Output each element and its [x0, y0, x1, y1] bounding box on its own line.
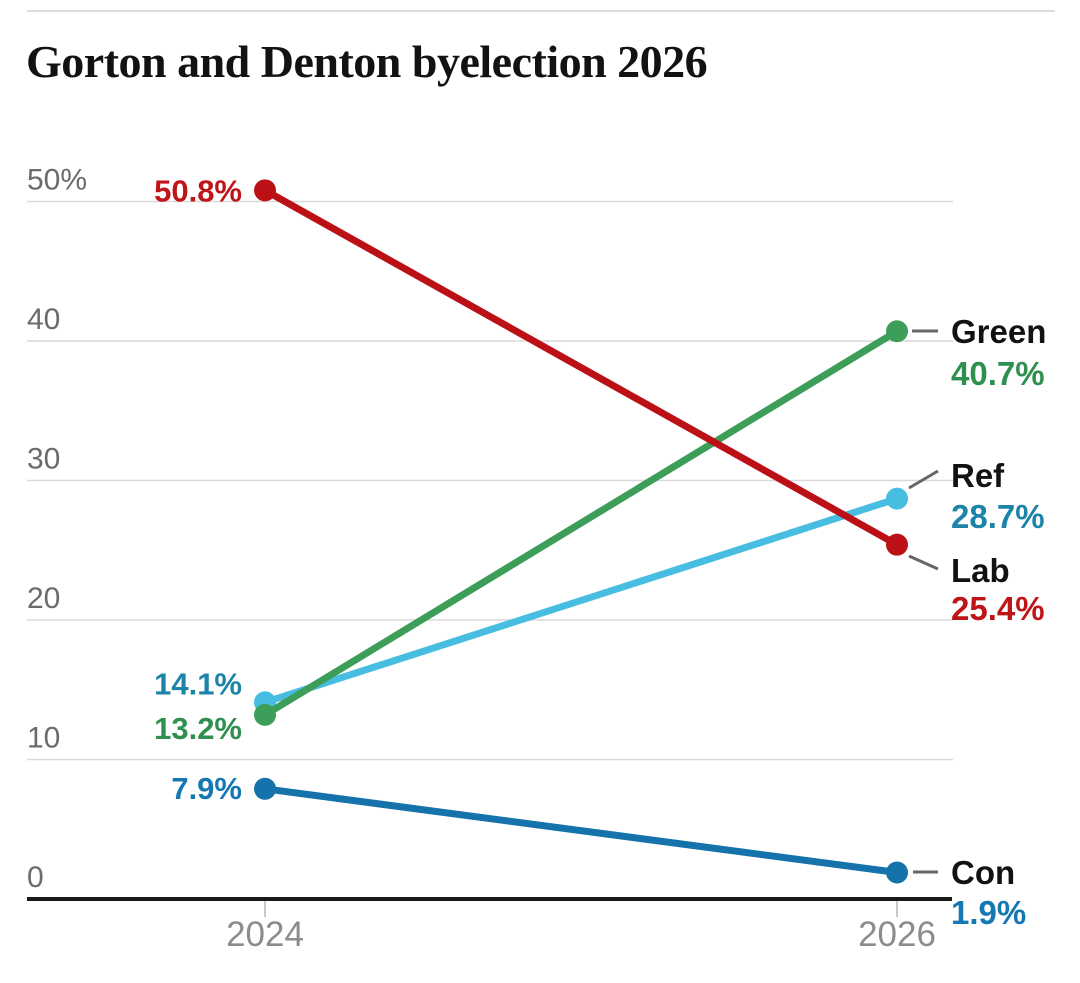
x-tick-label-2026: 2026 [858, 915, 936, 954]
data-point-lab-2026 [886, 533, 908, 556]
y-tick-label-50: 50% [27, 164, 87, 197]
top-rule [27, 10, 1055, 12]
data-point-lab-2024 [254, 179, 276, 202]
data-point-green-2026 [886, 320, 908, 343]
value-label-lab-2024: 50.8% [154, 173, 242, 208]
value-label-green-2026: 40.7% [951, 355, 1045, 392]
data-point-ref-2026 [886, 487, 908, 510]
data-point-con-2024 [254, 777, 276, 800]
data-point-green-2024 [254, 703, 276, 726]
value-label-lab-2026: 25.4% [951, 590, 1045, 627]
series-name-label-con: Con [951, 854, 1015, 891]
value-label-con-2026: 1.9% [951, 894, 1026, 931]
y-tick-label-10: 10 [27, 722, 60, 755]
label-connector-lab [908, 554, 939, 571]
data-point-con-2026 [886, 861, 908, 884]
y-tick-label-40: 40 [27, 303, 60, 336]
y-tick-label-20: 20 [27, 582, 60, 615]
series-line-con [261, 785, 901, 876]
y-tick-label-30: 30 [27, 443, 60, 476]
value-label-ref-2024: 14.1% [154, 666, 242, 701]
series-name-label-lab: Lab [951, 552, 1010, 589]
series-line-lab [261, 186, 901, 549]
y-tick-label-0: 0 [27, 861, 44, 894]
label-connector-ref [908, 469, 939, 490]
value-label-green-2024: 13.2% [154, 711, 242, 746]
series-line-green [261, 327, 901, 719]
series-name-label-ref: Ref [951, 457, 1005, 494]
chart-title: Gorton and Denton byelection 2026 [26, 36, 708, 87]
value-label-ref-2026: 28.7% [951, 498, 1045, 535]
series-name-label-green: Green [951, 313, 1046, 350]
value-label-con-2024: 7.9% [171, 771, 242, 806]
x-tick-label-2024: 2024 [226, 915, 304, 954]
series-line-ref [261, 495, 901, 706]
